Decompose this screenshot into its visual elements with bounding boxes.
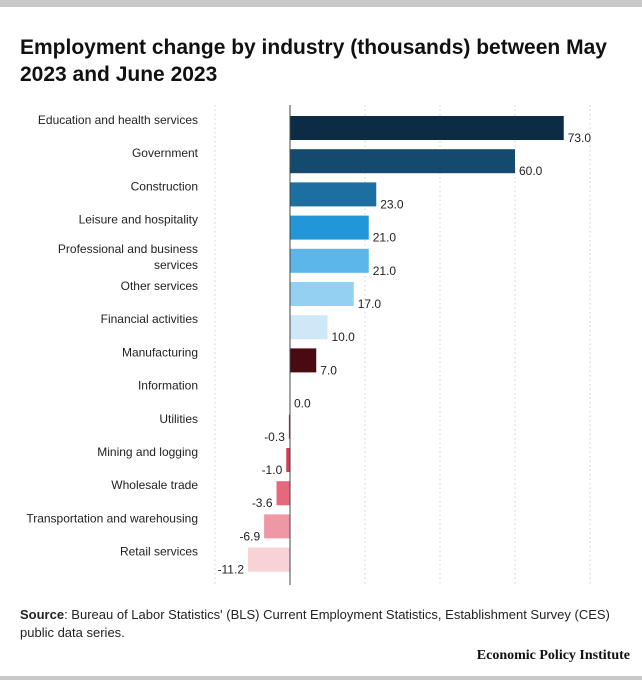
category-label: Professional and business services xyxy=(58,242,198,272)
source-note: Source: Bureau of Labor Statistics' (BLS… xyxy=(20,606,620,642)
bottom-border xyxy=(0,676,642,680)
value-label: 0.0 xyxy=(294,397,311,411)
value-label: 60.0 xyxy=(519,164,543,178)
bar xyxy=(290,116,564,140)
category-label: Government xyxy=(132,146,199,160)
value-label: 73.0 xyxy=(568,131,592,145)
bar xyxy=(290,182,377,207)
value-label: 10.0 xyxy=(332,330,356,344)
category-label: Retail services xyxy=(120,545,198,559)
bar xyxy=(290,149,515,174)
bar xyxy=(288,414,290,439)
source-text: : Bureau of Labor Statistics' (BLS) Curr… xyxy=(20,607,610,640)
category-label: Education and health services xyxy=(38,113,198,127)
bar xyxy=(290,215,369,240)
value-label: -6.9 xyxy=(239,529,260,543)
bar xyxy=(290,315,328,340)
brand-logo: Economic Policy Institute xyxy=(476,648,630,663)
source-label: Source xyxy=(20,607,65,622)
value-label: -1.0 xyxy=(262,463,283,477)
bar xyxy=(290,282,354,306)
bar xyxy=(248,547,290,572)
value-label: -3.6 xyxy=(252,496,273,510)
bar xyxy=(290,248,369,273)
value-label: -0.3 xyxy=(264,430,285,444)
bar xyxy=(290,348,317,373)
category-label: Information xyxy=(138,379,198,393)
category-label: Other services xyxy=(121,279,198,293)
category-label: Wholesale trade xyxy=(111,478,198,492)
bar-chart: Education and health services 73.0 Governm… xyxy=(26,105,592,585)
chart-title: Employment change by industry (thousands… xyxy=(20,36,607,86)
category-label: Transportation and warehousing xyxy=(26,511,198,525)
bar xyxy=(286,448,290,472)
value-label: 21.0 xyxy=(373,231,397,245)
value-label: -11.2 xyxy=(218,563,245,577)
category-label: Mining and logging xyxy=(97,445,198,459)
category-label: Utilities xyxy=(159,412,198,426)
value-label: 21.0 xyxy=(373,264,397,278)
value-label: 23.0 xyxy=(380,197,404,211)
category-label: Construction xyxy=(131,179,198,193)
bar xyxy=(276,481,290,506)
bar xyxy=(264,514,290,539)
category-label: Financial activities xyxy=(101,312,198,326)
top-border xyxy=(0,0,642,7)
category-label: Manufacturing xyxy=(122,345,198,359)
category-label: Leisure and hospitality xyxy=(79,213,198,227)
value-label: 7.0 xyxy=(320,363,337,377)
value-label: 17.0 xyxy=(358,297,382,311)
